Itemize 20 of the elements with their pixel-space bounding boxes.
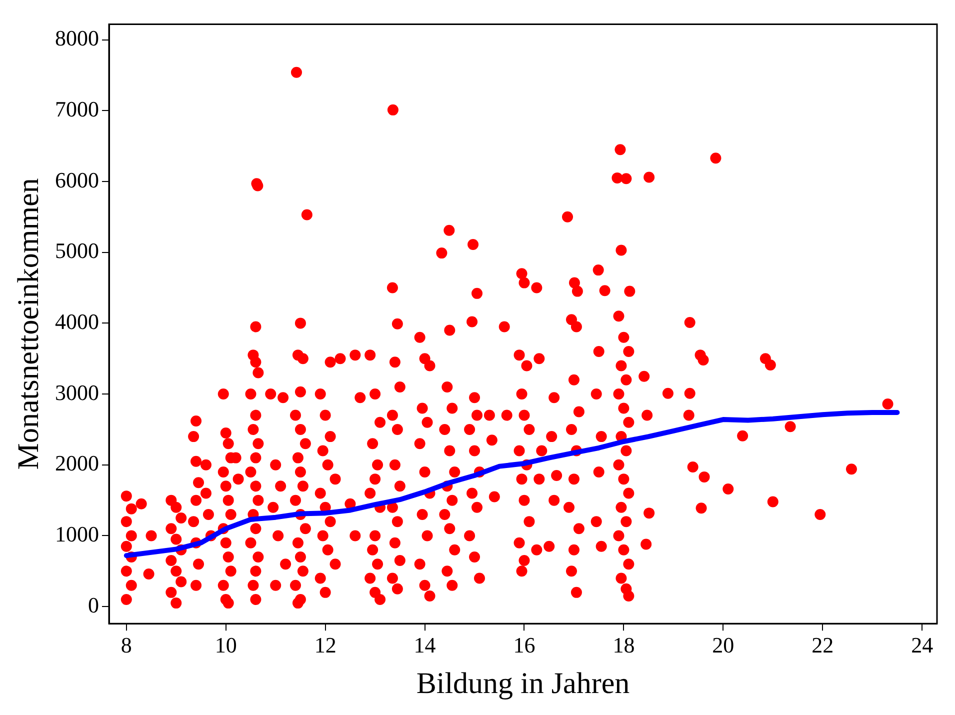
x-tick-label: 20 — [712, 632, 734, 658]
y-tick-label: 6000 — [55, 167, 99, 192]
y-tick-label: 8000 — [55, 26, 99, 51]
y-tick-label: 0 — [88, 592, 99, 618]
x-tick-label: 10 — [214, 632, 237, 658]
y-tick-label: 1000 — [55, 522, 99, 547]
x-tick-label: 14 — [414, 632, 436, 658]
x-tick-label: 8 — [120, 632, 132, 658]
y-tick-label: 2000 — [55, 450, 99, 476]
x-tick-label: 24 — [911, 632, 934, 658]
x-axis-title: Bildung in Jahren — [416, 666, 630, 700]
x-tick-label: 16 — [513, 632, 536, 658]
y-axis-title: Monatsnettoeinkommen — [12, 178, 45, 470]
y-tick-label: 7000 — [55, 96, 99, 122]
x-tick-label: 12 — [314, 632, 336, 658]
y-tick-label: 3000 — [55, 380, 99, 405]
x-tick-label: 22 — [812, 632, 834, 658]
x-tick-label: 18 — [612, 632, 635, 658]
y-tick-label: 4000 — [55, 308, 99, 334]
y-tick-label: 5000 — [55, 238, 99, 264]
